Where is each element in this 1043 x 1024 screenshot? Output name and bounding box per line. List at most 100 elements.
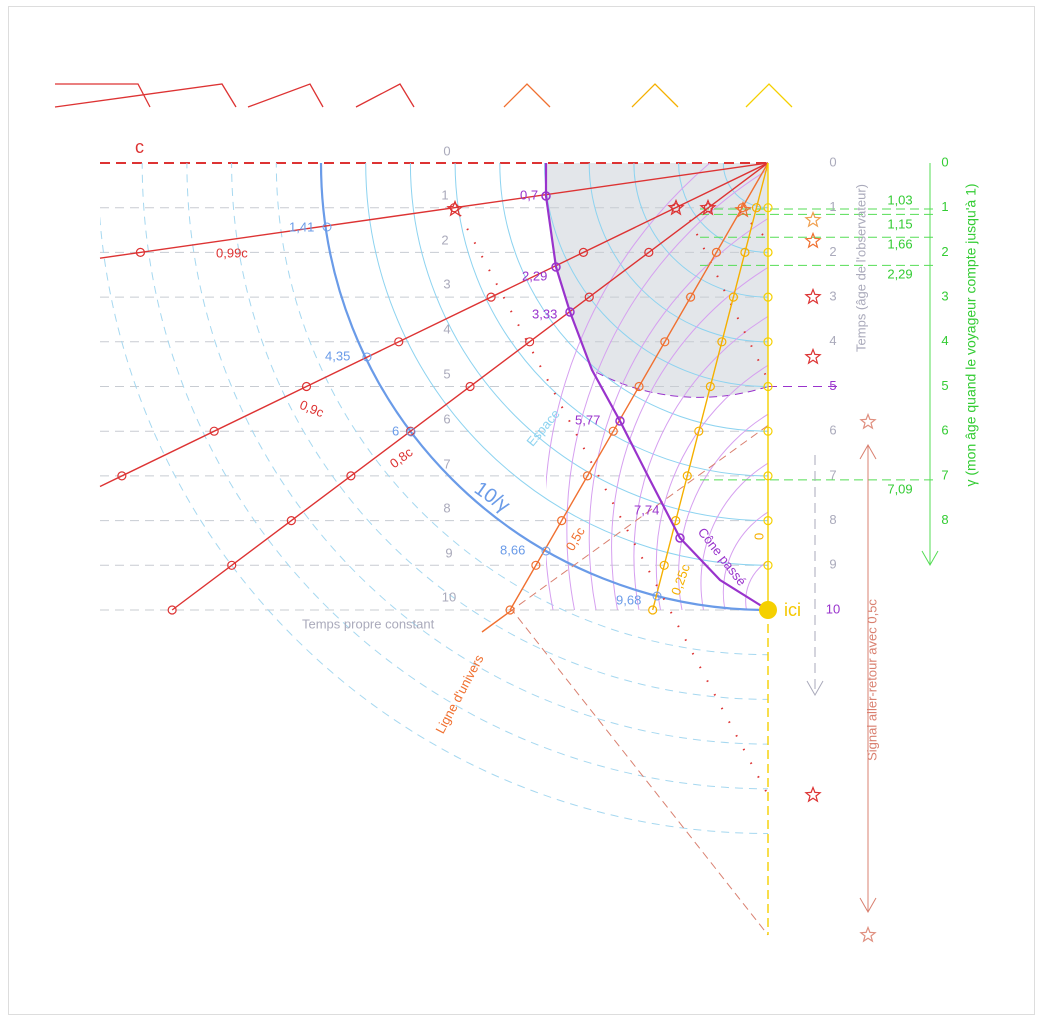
gamma-value: 1,66 bbox=[887, 236, 912, 251]
here-label: ici bbox=[784, 600, 801, 620]
gamma-axis-label: 8 bbox=[941, 512, 948, 527]
tick-circle bbox=[465, 381, 475, 392]
tick-circle bbox=[763, 381, 773, 392]
time-right-label: 1 bbox=[829, 199, 836, 214]
past-arc bbox=[722, 511, 768, 610]
tick-circle bbox=[686, 292, 696, 302]
tick-circle bbox=[557, 515, 567, 526]
tick-circle bbox=[763, 203, 773, 213]
star bbox=[859, 412, 877, 430]
tick-circle bbox=[763, 247, 773, 257]
tick-circle bbox=[763, 515, 773, 526]
blue-value: 1,41 bbox=[289, 219, 314, 234]
time-right-label: 3 bbox=[829, 289, 836, 304]
tick-circle bbox=[486, 292, 496, 302]
blue-value: 8,66 bbox=[500, 542, 525, 557]
tick-circle bbox=[582, 471, 593, 481]
gamma-axis-label: 4 bbox=[941, 333, 948, 348]
tick-circle bbox=[659, 560, 669, 570]
past-arc bbox=[655, 364, 768, 610]
past-arc bbox=[745, 560, 768, 610]
purple-value: 5,77 bbox=[575, 412, 600, 427]
star bbox=[859, 925, 877, 943]
gamma-axis-label: 0 bbox=[941, 154, 948, 169]
tick-circle bbox=[694, 426, 704, 436]
time-right-label: 8 bbox=[829, 512, 836, 527]
blue-value: 6 bbox=[392, 423, 399, 438]
time-left-label: 4 bbox=[443, 321, 450, 336]
time-left-label: 6 bbox=[443, 411, 450, 426]
world-line bbox=[481, 609, 513, 633]
time-left-label: 8 bbox=[443, 500, 450, 515]
past-arc bbox=[566, 169, 768, 610]
time-right-label: 7 bbox=[829, 467, 836, 482]
blue-point bbox=[541, 546, 551, 556]
tick-circle bbox=[578, 247, 588, 257]
time-right-label: 2 bbox=[829, 244, 836, 259]
time-right-label: 6 bbox=[829, 423, 836, 438]
time-left-label: 7 bbox=[443, 456, 450, 471]
tick-circle bbox=[705, 381, 715, 392]
blue-point bbox=[652, 591, 662, 601]
speed-label: 0 bbox=[751, 533, 766, 540]
gamma-label: γ (mon âge quand le voyageur compte jusq… bbox=[963, 183, 979, 486]
tick-circle bbox=[763, 337, 773, 347]
star bbox=[734, 200, 752, 218]
time-left-label: 9 bbox=[445, 545, 452, 560]
ten-over-gamma-arc bbox=[319, 162, 769, 612]
tick-circle bbox=[505, 605, 515, 615]
past-arc bbox=[633, 315, 768, 610]
tick-circle bbox=[531, 560, 541, 570]
blue-point bbox=[322, 222, 332, 232]
tick-circle bbox=[763, 292, 773, 302]
arrow-head bbox=[859, 897, 877, 914]
star bbox=[804, 231, 822, 249]
cone-point bbox=[551, 262, 561, 272]
gamma-value: 7,09 bbox=[887, 481, 912, 496]
cone-point bbox=[615, 416, 625, 426]
gamma-axis-label: 2 bbox=[941, 244, 948, 259]
proper-time-label: Temps propre constant bbox=[302, 616, 435, 631]
time-right-label: 0 bbox=[829, 154, 836, 169]
time-right-label: 5 bbox=[829, 378, 836, 393]
tick-circle bbox=[711, 247, 722, 257]
time-left-label: 10 bbox=[442, 589, 456, 604]
speed-label: 0,99c bbox=[216, 245, 248, 260]
past-cone bbox=[544, 163, 769, 611]
blue-point bbox=[362, 352, 372, 362]
star bbox=[804, 287, 822, 305]
past-region bbox=[546, 163, 768, 398]
time-right-label: 9 bbox=[829, 557, 836, 572]
arrow-head bbox=[921, 550, 939, 567]
tick-circle bbox=[644, 247, 654, 257]
world-line bbox=[99, 162, 769, 488]
star bbox=[804, 347, 822, 365]
star bbox=[804, 210, 822, 228]
tick-circle bbox=[751, 203, 762, 213]
frame bbox=[8, 6, 1035, 1015]
blue-value: 4,35 bbox=[325, 348, 350, 363]
blue-point bbox=[406, 427, 416, 437]
signal-label: Signal aller-retour avec 0,5c bbox=[864, 599, 879, 761]
time-left-label: 0 bbox=[443, 143, 450, 158]
arrow-head bbox=[806, 680, 824, 697]
time-left-label: 3 bbox=[443, 276, 450, 291]
time-left-label: 2 bbox=[441, 232, 448, 247]
purple-value: 3,33 bbox=[532, 306, 557, 321]
gamma-axis-label: 5 bbox=[941, 378, 948, 393]
tick-circle bbox=[167, 605, 177, 615]
blue-value: 9,68 bbox=[616, 592, 641, 607]
top-icons bbox=[54, 83, 793, 108]
gamma-axis-label: 7 bbox=[941, 467, 948, 482]
observer-time-label: Temps (âge de l'observateur) bbox=[853, 184, 868, 352]
gamma-axis-label: 3 bbox=[941, 289, 948, 304]
tick-circle bbox=[660, 337, 670, 347]
star bbox=[699, 198, 717, 216]
here-dot bbox=[759, 601, 777, 619]
cone-point bbox=[565, 307, 575, 317]
gamma-value: 1,03 bbox=[887, 192, 912, 207]
past-region-edge bbox=[591, 369, 769, 398]
gamma-axis-label: 6 bbox=[941, 423, 948, 438]
